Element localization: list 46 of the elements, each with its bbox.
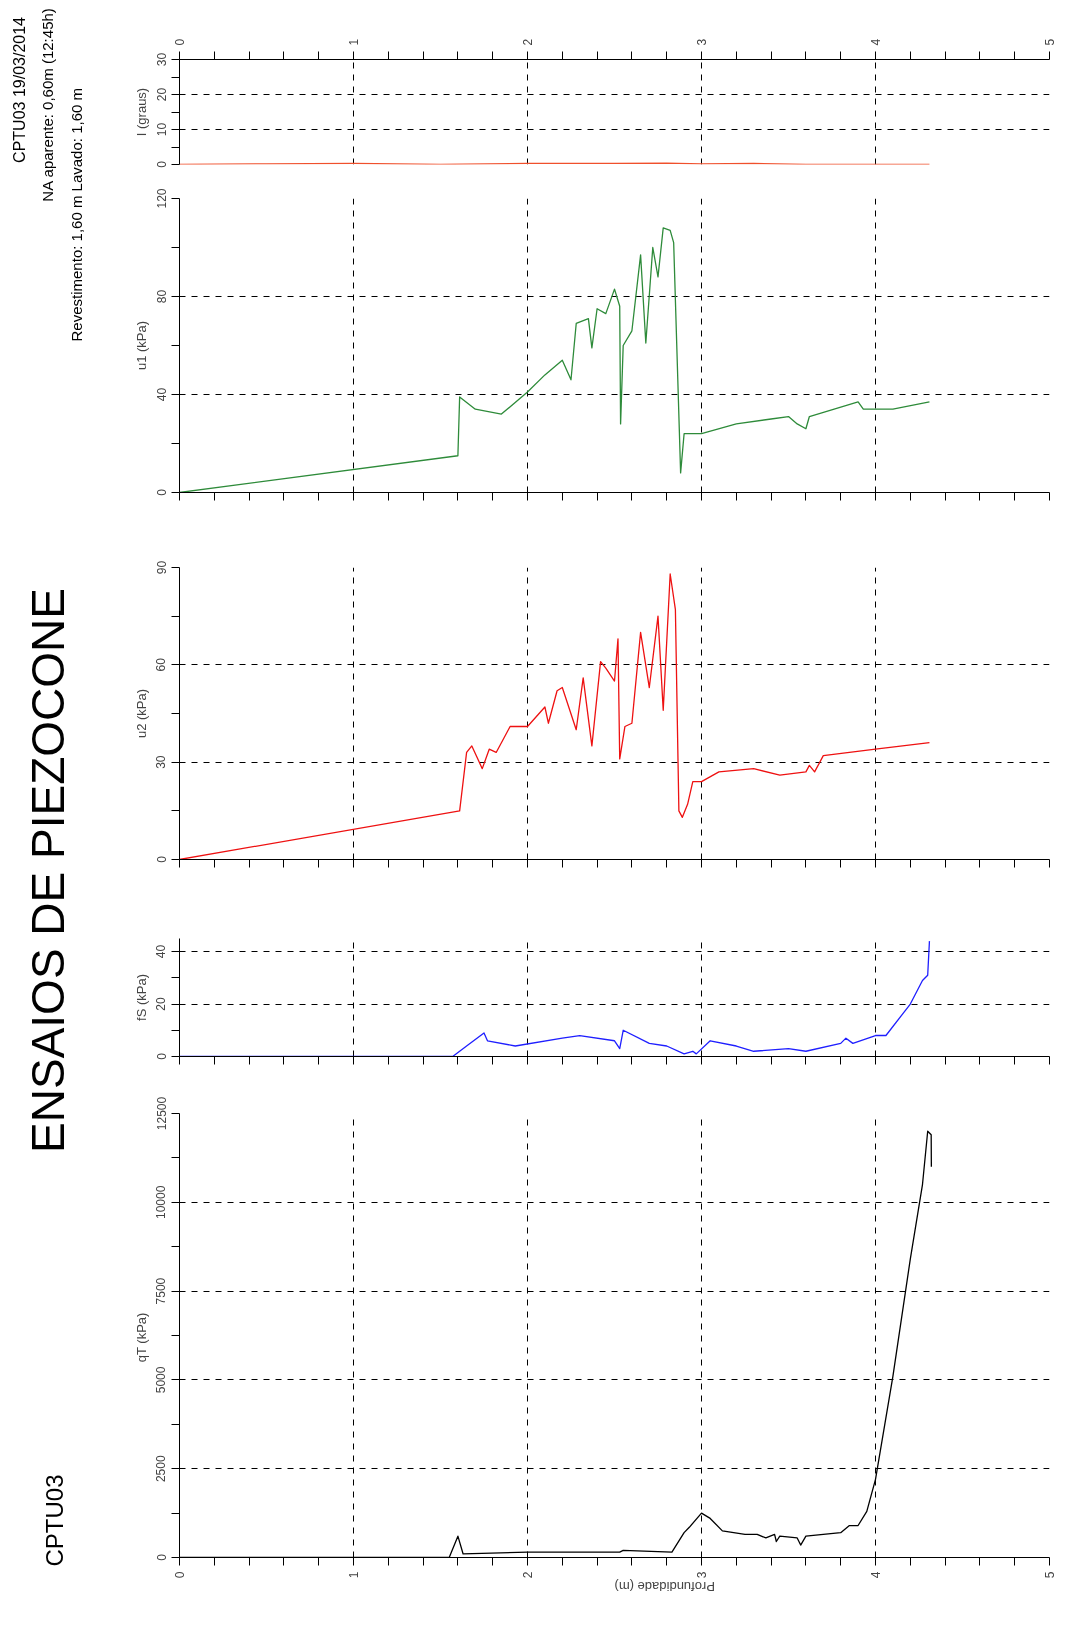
x-tick-label: 5: [1043, 1571, 1057, 1579]
y-tick-label: 10: [154, 122, 169, 137]
x-tick-label: 4: [869, 1571, 883, 1579]
y-tick-label: 30: [154, 52, 169, 67]
x-tick-label: 1: [347, 38, 361, 46]
y-tick-label: 30: [154, 755, 169, 769]
y-tick-label: 10000: [154, 1185, 169, 1219]
y-tick-label: 5000: [154, 1366, 169, 1394]
x-tick-label: 2: [521, 38, 535, 46]
text: CPTU03: [41, 1474, 68, 1567]
text: NA aparente: 0,60m (12:45h): [39, 8, 56, 202]
x-tick-label: 2: [521, 1571, 535, 1579]
y-tick-label: 40: [154, 387, 169, 402]
y-tick-label: 0: [154, 488, 169, 496]
line-series: [179, 227, 931, 493]
y-axis-title: qT (kPa): [133, 1312, 149, 1363]
y-tick-label: 120: [154, 188, 169, 209]
y-tick-label: 90: [154, 560, 169, 575]
y-tick-label: 0: [154, 160, 169, 168]
y-tick-label: 0: [154, 1052, 169, 1060]
y-tick-label: 7500: [154, 1277, 169, 1305]
text: CPTU03 19/03/2014: [11, 16, 28, 163]
y-tick-label: 60: [154, 657, 169, 672]
x-tick-label: 4: [869, 38, 883, 46]
text: Revestimento: 1,60 m Lavado: 1,60 m: [68, 88, 85, 342]
x-tick-label: 1: [347, 1571, 361, 1579]
x-axis-title: Profundidade (m): [614, 1578, 715, 1594]
x-tick-label: 3: [695, 38, 709, 46]
y-tick-label: 80: [154, 289, 169, 304]
x-tick-label: 0: [173, 38, 187, 46]
y-tick-label: 40: [154, 944, 169, 959]
y-tick-label: 20: [154, 87, 169, 102]
y-axis-title: I (graus): [133, 87, 149, 137]
y-axis-title: fS (kPa): [133, 974, 149, 1021]
y-tick-label: 20: [154, 997, 169, 1011]
line-series: [179, 573, 931, 860]
y-axis-title: u2 (kPa): [133, 688, 149, 739]
y-tick-label: 2500: [154, 1455, 169, 1483]
x-tick-label: 5: [1043, 38, 1057, 46]
y-tick-label: 12500: [154, 1096, 169, 1131]
x-tick-label: 3: [695, 1571, 709, 1579]
text: ENSAIOS DE PIEZOCONE: [21, 588, 74, 1153]
x-tick-label: 0: [173, 1571, 187, 1579]
y-tick-label: 0: [154, 1553, 169, 1561]
y-axis-title: u1 (kPa): [133, 320, 149, 371]
y-tick-label: 0: [154, 855, 169, 863]
